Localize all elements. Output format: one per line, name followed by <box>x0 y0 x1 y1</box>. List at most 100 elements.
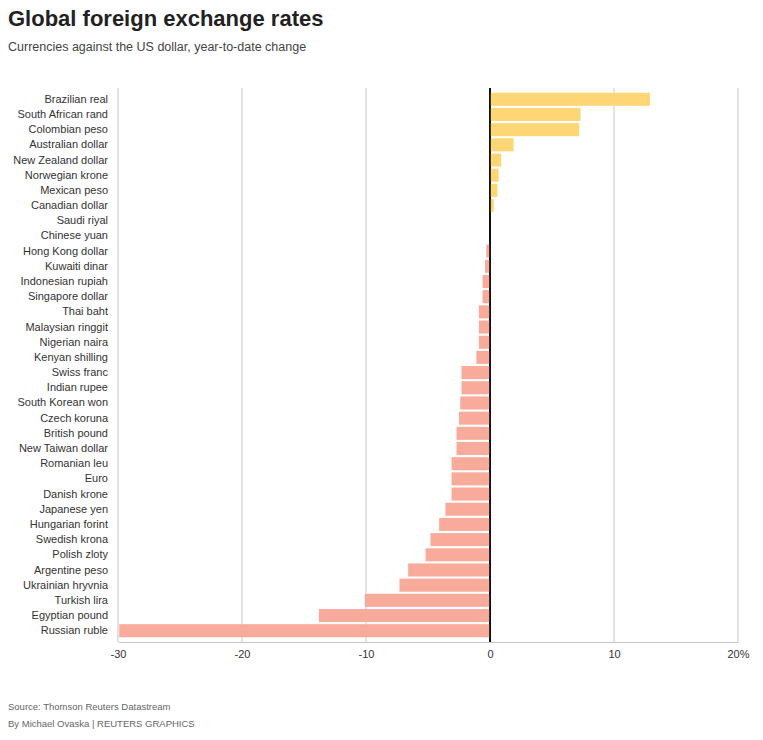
bar <box>490 153 501 166</box>
x-tick: 0 <box>487 642 493 660</box>
bar <box>490 108 581 121</box>
bar <box>457 442 490 455</box>
grid-line <box>614 88 615 642</box>
bar <box>479 321 490 334</box>
y-tick: Saudi riyal <box>57 214 114 226</box>
bar <box>483 290 490 303</box>
category-label: Norwegian krone <box>25 169 108 181</box>
category-label: Malaysian ringgit <box>25 321 108 333</box>
bar <box>365 594 490 607</box>
y-tick: Polish zloty <box>52 548 114 560</box>
y-tick: Indian rupee <box>47 381 114 393</box>
bars <box>119 93 650 637</box>
y-tick: Kuwaiti dinar <box>45 260 114 272</box>
y-tick: Danish krone <box>43 488 114 500</box>
x-tick: -10 <box>359 642 375 660</box>
category-label: Argentine peso <box>34 563 108 575</box>
category-label: Mexican peso <box>40 184 108 196</box>
x-tick-label: 0 <box>487 648 493 660</box>
grid-line <box>118 88 119 642</box>
bar <box>490 138 514 151</box>
y-tick: Hong Kong dollar <box>23 245 114 257</box>
y-tick: Kenyan shilling <box>34 351 114 363</box>
y-tick: South Korean won <box>17 396 114 408</box>
chart: Global foreign exchange rates Currencies … <box>0 0 763 740</box>
y-tick: Colombian peso <box>29 123 115 135</box>
bar <box>490 123 579 136</box>
bar <box>426 548 490 561</box>
x-tick-label: -30 <box>111 648 127 660</box>
bar <box>119 624 490 637</box>
bar <box>408 563 490 576</box>
subtitle: Currencies against the US dollar, year-t… <box>8 40 306 54</box>
category-label: Colombian peso <box>29 123 109 135</box>
y-tick: Russian ruble <box>41 624 114 636</box>
category-label: Canadian dollar <box>31 199 108 211</box>
y-tick: Argentine peso <box>34 563 114 575</box>
bar <box>490 93 650 106</box>
bar <box>399 579 490 592</box>
y-tick: Ukrainian hryvnia <box>23 579 114 591</box>
category-label: New Zealand dollar <box>13 154 108 166</box>
category-label: Japanese yen <box>40 503 109 515</box>
x-tick: -30 <box>111 642 127 660</box>
bar <box>460 396 490 409</box>
title: Global foreign exchange rates <box>8 6 323 31</box>
category-label: Hungarian forint <box>30 518 108 530</box>
bar <box>479 305 490 318</box>
bar <box>490 184 497 197</box>
category-label: South African rand <box>17 108 108 120</box>
bar <box>459 412 490 425</box>
bar <box>457 427 490 440</box>
category-label: Indian rupee <box>47 381 108 393</box>
y-tick: South African rand <box>17 108 114 120</box>
y-tick: New Zealand dollar <box>13 154 114 166</box>
y-tick: Chinese yuan <box>41 229 114 241</box>
x-tick-label: -20 <box>235 648 251 660</box>
category-label: Indonesian rupiah <box>21 275 108 287</box>
category-label: South Korean won <box>17 396 108 408</box>
x-tick-label: -10 <box>359 648 375 660</box>
grid-line <box>366 88 367 642</box>
category-label: Saudi riyal <box>57 214 108 226</box>
category-label: Egyptian pound <box>32 609 108 621</box>
category-label: Swiss franc <box>52 366 109 378</box>
y-tick: Romanian leu <box>40 457 114 469</box>
source: Source: Thomson Reuters Datastream <box>8 701 171 712</box>
x-tick: 20% <box>727 642 749 660</box>
category-label: Romanian leu <box>40 457 108 469</box>
grid <box>118 88 738 642</box>
y-tick: Nigerian naira <box>40 336 114 348</box>
y-tick: Mexican peso <box>40 184 114 196</box>
category-label: Chinese yuan <box>41 229 108 241</box>
category-label: British pound <box>44 427 108 439</box>
category-label: Czech koruna <box>40 412 109 424</box>
byline: By Michael Ovaska | REUTERS GRAPHICS <box>8 718 195 729</box>
bar <box>439 518 490 531</box>
x-tick: 10 <box>608 642 620 660</box>
bar <box>490 169 499 182</box>
y-tick: Euro <box>85 472 114 484</box>
zero-line <box>489 88 491 642</box>
category-label: Hong Kong dollar <box>23 245 108 257</box>
y-tick: Turkish lira <box>55 594 114 606</box>
y-tick: Brazilian real <box>44 93 114 105</box>
x-axis: -30 -20 -10 0 10 20% <box>111 642 750 660</box>
category-label: Turkish lira <box>55 594 109 606</box>
y-tick: Czech koruna <box>40 412 114 424</box>
y-tick: New Taiwan dollar <box>19 442 114 454</box>
y-tick: Singapore dollar <box>28 290 114 302</box>
bar <box>461 366 490 379</box>
bar <box>483 275 490 288</box>
category-label: Polish zloty <box>52 548 108 560</box>
bar <box>319 609 490 622</box>
category-label: Thai baht <box>62 305 108 317</box>
x-tick-label: 10 <box>608 648 620 660</box>
bar <box>452 457 490 470</box>
bar <box>452 488 490 501</box>
category-label: Singapore dollar <box>28 290 108 302</box>
y-tick: Indonesian rupiah <box>21 275 114 287</box>
category-label: Brazilian real <box>44 93 108 105</box>
category-label: Russian ruble <box>41 624 108 636</box>
y-tick: Malaysian ringgit <box>25 321 114 333</box>
